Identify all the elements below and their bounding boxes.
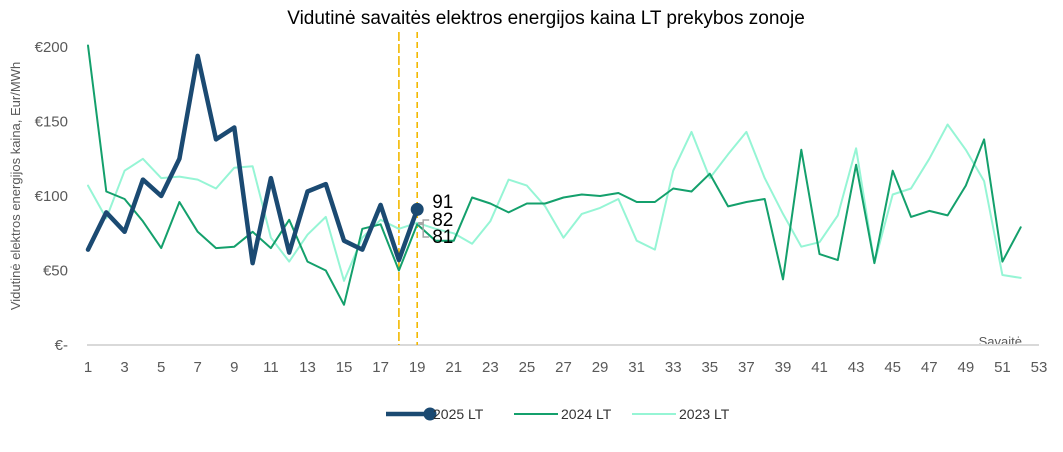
x-tick-label: 1 <box>84 359 92 376</box>
legend-label-2025-lt: 2025 LT <box>433 406 484 422</box>
x-tick-label: 7 <box>194 359 202 376</box>
y-tick-label: €100 <box>35 188 68 205</box>
x-tick-label: 47 <box>921 359 938 376</box>
x-tick-label: 27 <box>555 359 572 376</box>
series-line-2025-lt <box>85 53 420 266</box>
end-label-leader <box>418 219 430 224</box>
series-lines <box>85 44 1022 306</box>
x-tick-label: 21 <box>445 359 462 376</box>
x-tick-label: 37 <box>738 359 755 376</box>
chart-title: Vidutinė savaitės elektros energijos kai… <box>287 8 805 29</box>
x-tick-label: 49 <box>958 359 975 376</box>
y-tick-label: €50 <box>43 263 68 280</box>
y-axis-ticks: €- €50 €100 €150 €200 <box>35 39 68 354</box>
x-tick-label: 11 <box>263 359 279 376</box>
x-tick-label: 23 <box>482 359 499 376</box>
x-tick-label: 3 <box>120 359 128 376</box>
x-tick-label: 19 <box>409 359 426 376</box>
x-tick-label: 43 <box>848 359 865 376</box>
x-tick-label: 5 <box>157 359 165 376</box>
legend-label-2024-lt: 2024 LT <box>561 406 612 422</box>
end-label-value: 82 <box>432 210 453 231</box>
y-tick-label: €- <box>55 337 68 354</box>
x-tick-label: 45 <box>884 359 901 376</box>
y-tick-label: €150 <box>35 114 68 131</box>
end-label-leader <box>418 223 430 238</box>
x-tick-label: 9 <box>230 359 238 376</box>
x-tick-label: 51 <box>994 359 1011 376</box>
legend-label-2023-lt: 2023 LT <box>679 406 730 422</box>
reference-lines <box>398 32 418 345</box>
x-tick-label: 39 <box>775 359 792 376</box>
series-line-2023-lt <box>87 123 1022 282</box>
y-tick-label: €200 <box>35 39 68 56</box>
x-tick-label: 41 <box>811 359 828 376</box>
x-axis-title: Savaitė <box>979 334 1022 349</box>
x-tick-label: 25 <box>519 359 536 376</box>
x-tick-label: 17 <box>372 359 389 376</box>
x-tick-label: 35 <box>701 359 718 376</box>
x-tick-label: 13 <box>299 359 316 376</box>
x-axis-ticks: 1 3 5 7 9 11 13 15 17 19 21 23 25 27 29 31 33 35 37 39 41 43 4… <box>84 359 1048 376</box>
series-line-2024-lt <box>87 44 1022 306</box>
legend-marker-2025-lt <box>423 407 437 421</box>
series-end-marker-2025-lt <box>410 202 424 216</box>
x-tick-label: 29 <box>592 359 609 376</box>
x-tick-label: 53 <box>1031 359 1048 376</box>
end-label-value: 91 <box>432 192 453 213</box>
legend: 2025 LT 2024 LT 2023 LT <box>386 406 730 422</box>
end-label-value: 81 <box>432 227 453 248</box>
x-tick-label: 31 <box>628 359 645 376</box>
x-tick-label: 33 <box>665 359 682 376</box>
y-axis-title: Vidutinė elektros energijos kaina, Eur/M… <box>8 62 23 310</box>
x-tick-label: 15 <box>336 359 353 376</box>
